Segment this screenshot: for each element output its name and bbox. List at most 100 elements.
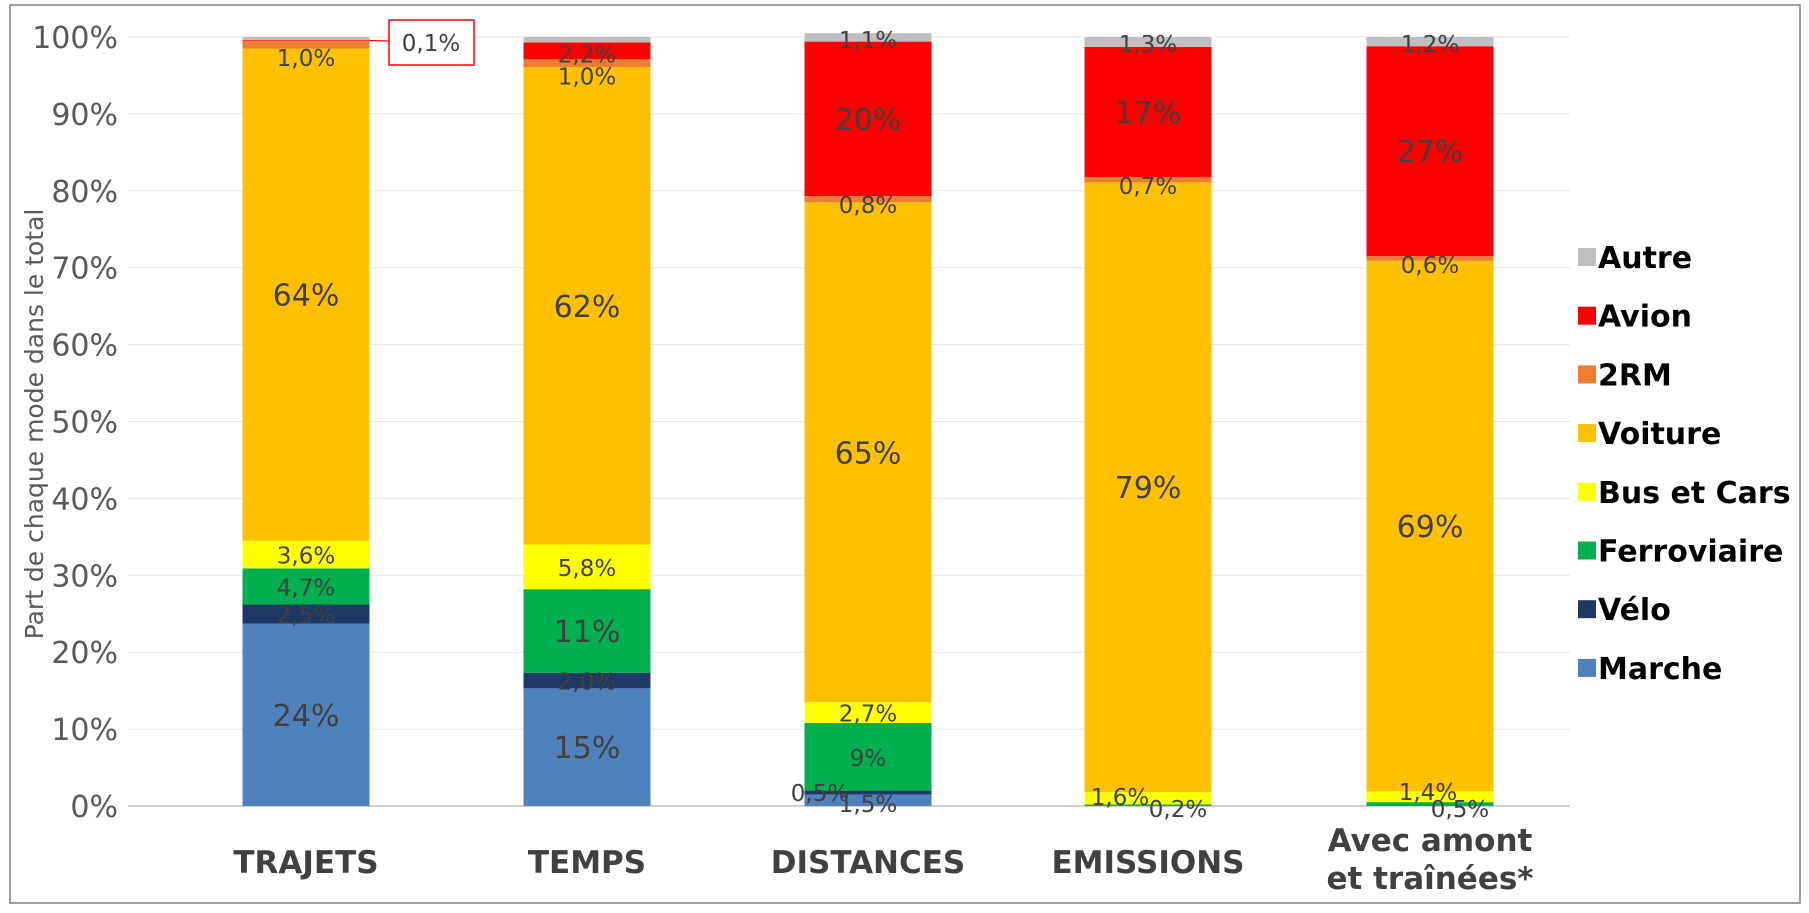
data-label-autre: 1,3% (1119, 32, 1177, 58)
bar-segment-avion (1366, 46, 1494, 257)
bar-segment-autre (1084, 37, 1212, 47)
bar-segment-ferroviaire (523, 589, 651, 673)
x-tick-label: EMISSIONS (1052, 845, 1245, 881)
legend-swatch-velo (1578, 600, 1596, 619)
data-label-2rm: 0,8% (839, 193, 897, 219)
y-tick-label: 20% (51, 636, 118, 671)
data-label-ferroviaire: 11% (554, 615, 621, 650)
data-label-2rm: 1,0% (277, 46, 335, 72)
bar-segment-2rm (1084, 176, 1212, 183)
data-label-voiture: 65% (835, 436, 902, 471)
data-label-ferroviaire: 9% (850, 746, 887, 772)
data-label-2rm: 0,7% (1119, 174, 1177, 200)
bar-segment-ferroviaire (1366, 802, 1494, 806)
x-axis: TRAJETS TEMPS DISTANCES EMISSIONS Avec amont… (233, 823, 1533, 897)
data-label-voiture: 64% (273, 279, 340, 314)
legend-label-avion: Avion (1598, 300, 1692, 335)
data-label-voiture: 79% (1115, 471, 1182, 506)
legend-label-bus-et-cars: Bus et Cars (1598, 476, 1791, 511)
data-label-2rm: 0,6% (1401, 253, 1459, 279)
legend-swatch-2rm (1578, 365, 1596, 384)
data-label-bus-et-cars: 1,4% (1399, 780, 1457, 806)
callout: 0,1% (369, 19, 475, 66)
x-tick-label: DISTANCES (771, 845, 966, 881)
data-label-avion: 27% (1397, 135, 1464, 170)
bar-segment-ferroviaire (242, 568, 370, 605)
bar-segment-autre (523, 37, 651, 43)
data-label-avion: 17% (1115, 96, 1182, 131)
x-tick-label: TEMPS (528, 845, 646, 881)
y-tick-label: 70% (51, 252, 118, 287)
x-tick-label: Avec amont (1328, 823, 1533, 859)
callout-label: 0,1% (402, 31, 460, 57)
bar-segment-avion (242, 40, 370, 41)
bar-segment-autre (1366, 37, 1494, 47)
legend-label-voiture: Voiture (1598, 417, 1721, 452)
data-label-marche: 1,5% (839, 792, 897, 818)
legend-swatch-marche (1578, 658, 1596, 677)
data-label-velo: 0,5% (791, 781, 849, 807)
bar-segment-velo (523, 672, 651, 689)
callout-box (388, 19, 475, 66)
data-label-ferroviaire: 4,7% (277, 575, 335, 601)
bar-segment-avion (1084, 46, 1212, 177)
data-label-autre: 1,1% (839, 28, 897, 54)
data-label-marche: 24% (273, 699, 340, 734)
y-axis: 0% 10% 20% 30% 40% 50% 60% 70% 80% 90% 100% (32, 21, 118, 825)
legend: Autre Avion 2RM Voiture Bus et Cars Ferroviai… (1578, 241, 1791, 687)
data-label-autre: 1,2% (1401, 32, 1459, 58)
data-label-bus-et-cars: 1,6% (1091, 785, 1149, 811)
y-tick-label: 50% (51, 406, 118, 441)
bar-segment-voiture (1084, 182, 1212, 793)
bar-segment-voiture (523, 66, 651, 545)
y-axis-title: Part de chaque mode dans le total (20, 209, 49, 640)
x-tick-label: et traînées* (1326, 861, 1533, 897)
y-tick-label: 80% (51, 175, 118, 210)
bar-segment-bus-et-cars (523, 544, 651, 590)
data-label-velo: 2,5% (277, 603, 335, 629)
legend-swatch-autre (1578, 248, 1596, 266)
legend-swatch-avion (1578, 306, 1596, 325)
legend-label-velo: Vélo (1598, 593, 1671, 628)
bar-segment-velo (804, 790, 932, 795)
legend-swatch-voiture (1578, 424, 1596, 443)
y-tick-label: 10% (51, 713, 118, 748)
bar-segment-bus-et-cars (1084, 792, 1212, 805)
data-label-voiture: 62% (554, 290, 621, 325)
bar-segment-ferroviaire (1084, 804, 1212, 806)
data-label-voiture: 69% (1397, 510, 1464, 545)
data-label-2rm: 1,0% (558, 64, 616, 90)
bar-segment-2rm (242, 40, 370, 49)
data-label-avion: 20% (835, 103, 902, 138)
bars (242, 33, 1494, 806)
segment-labels: 24% 15% 1,5% 2,5% 2,0% 0,5% 4,7% 11% 9% 0,2% 0,5% 3… (273, 28, 1490, 823)
y-tick-label: 0% (70, 790, 118, 825)
data-label-ferroviaire: 0,5% (1431, 797, 1489, 823)
y-tick-label: 60% (51, 329, 118, 364)
data-label-bus-et-cars: 2,7% (839, 702, 897, 728)
bar-segment-autre (242, 37, 370, 41)
data-label-ferroviaire: 0,2% (1149, 797, 1207, 823)
data-label-marche: 15% (554, 731, 621, 766)
y-tick-label: 100% (32, 21, 118, 56)
bar-segment-avion (804, 41, 932, 197)
data-label-velo: 2,0% (558, 670, 616, 696)
data-label-bus-et-cars: 5,8% (558, 556, 616, 582)
bar-segment-voiture (1366, 260, 1494, 792)
y-tick-label: 90% (51, 98, 118, 133)
bar-segment-marche (242, 623, 370, 806)
y-tick-label: 30% (51, 559, 118, 594)
callout-leader (369, 39, 390, 42)
bar-segment-2rm (1366, 256, 1494, 261)
data-label-avion: 2,2% (558, 42, 616, 68)
legend-label-ferroviaire: Ferroviaire (1598, 535, 1783, 570)
bar-segment-bus-et-cars (804, 702, 932, 723)
legend-swatch-bus-et-cars (1578, 482, 1596, 501)
bar-segment-marche (804, 794, 932, 806)
bar-segment-marche (523, 688, 651, 806)
legend-swatch-ferroviaire (1578, 541, 1596, 560)
bar-segment-avion (523, 42, 651, 60)
bar-segment-voiture (242, 48, 370, 541)
